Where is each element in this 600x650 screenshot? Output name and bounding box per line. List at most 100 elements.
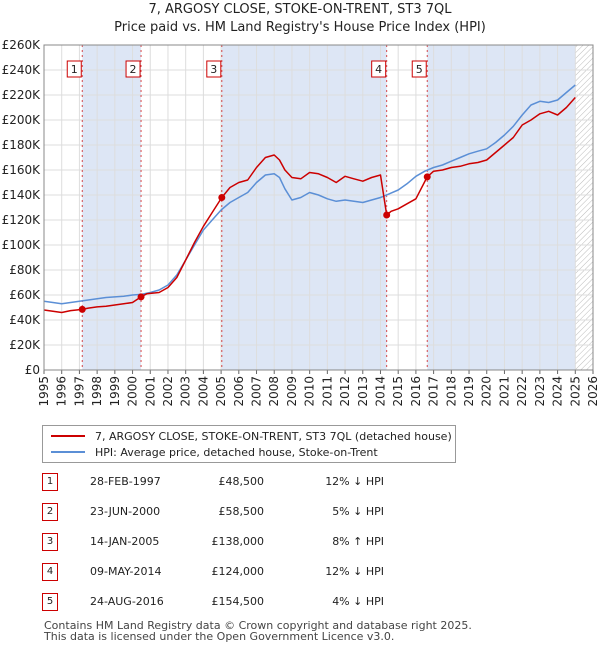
y-tick-label: £240K — [2, 63, 42, 77]
shaded-band — [427, 45, 576, 370]
x-tick-label: 2025 — [568, 376, 582, 407]
x-tick-label: 2017 — [427, 376, 441, 407]
shaded-band — [221, 45, 387, 370]
y-tick-label: £40K — [9, 313, 41, 327]
sale-number-box — [66, 60, 82, 78]
x-tick-label: 2013 — [356, 376, 370, 407]
x-tick-label: 2005 — [214, 376, 228, 407]
x-tick-label: 2002 — [161, 376, 175, 407]
sale-point — [78, 305, 86, 313]
table-row: 1 28-FEB-1997 £48,500 12% ↓ HPI — [42, 473, 402, 491]
legend-swatch-hpi — [51, 451, 85, 453]
sale-hpi-diff: 12% ↓ HPI — [325, 475, 384, 488]
sale-price: £124,000 — [211, 565, 265, 578]
sale-number-box — [206, 60, 222, 78]
y-tick-label: £160K — [2, 163, 42, 177]
sale-date: 24-AUG-2016 — [90, 595, 164, 608]
x-tick-label: 2026 — [586, 376, 600, 407]
shaded-band — [82, 45, 142, 370]
x-tick-label: 2008 — [267, 376, 281, 407]
y-tick-label: £0 — [25, 363, 40, 377]
x-tick-label: 2003 — [179, 376, 193, 407]
x-tick-label: 2000 — [126, 376, 140, 407]
sale-point — [423, 173, 431, 181]
table-row: 5 24-AUG-2016 £154,500 4% ↓ HPI — [42, 593, 402, 611]
sale-date: 23-JUN-2000 — [90, 505, 161, 518]
x-tick-label: 2010 — [303, 376, 317, 407]
sale-point — [218, 194, 226, 201]
x-tick-label: 2014 — [373, 376, 387, 407]
x-tick-label: 2016 — [409, 376, 423, 407]
hpi-line — [43, 84, 576, 305]
x-tick-label: 2009 — [285, 376, 299, 407]
x-tick-label: 2022 — [515, 376, 529, 407]
x-tick-label: 1998 — [90, 376, 104, 407]
sale-date: 28-FEB-1997 — [90, 475, 161, 488]
x-tick-label: 1995 — [37, 376, 51, 407]
x-tick-label: 2024 — [551, 376, 565, 407]
sale-number-box — [371, 60, 387, 78]
x-tick-label: 2004 — [196, 376, 210, 407]
sale-date: 14-JAN-2005 — [90, 535, 160, 548]
table-row: 3 14-JAN-2005 £138,000 8% ↑ HPI — [42, 533, 402, 551]
sale-number-box — [125, 60, 141, 78]
y-tick-label: £20K — [9, 338, 41, 352]
sale-number-label: 4 — [375, 63, 382, 76]
footer: Contains HM Land Registry data © Crown c… — [44, 620, 472, 642]
legend-item-price: 7, ARGOSY CLOSE, STOKE-ON-TRENT, ST3 7QL… — [51, 428, 452, 444]
y-tick-label: £200K — [2, 113, 42, 127]
table-row: 4 09-MAY-2014 £124,000 12% ↓ HPI — [42, 563, 402, 581]
sale-number-badge: 2 — [42, 503, 58, 521]
x-tick-label: 2001 — [143, 376, 157, 407]
footer-copyright: Contains HM Land Registry data © Crown c… — [44, 619, 472, 632]
y-tick-label: £180K — [2, 138, 42, 152]
x-tick-label: 2011 — [320, 376, 334, 407]
sale-date: 09-MAY-2014 — [90, 565, 162, 578]
sale-number-label: 5 — [416, 63, 423, 76]
sale-number-badge: 1 — [42, 473, 58, 491]
sale-number-label: 2 — [130, 63, 137, 76]
sale-number-label: 3 — [210, 63, 217, 76]
legend-label-hpi: HPI: Average price, detached house, Stok… — [95, 445, 378, 459]
x-tick-label: 2007 — [250, 376, 264, 407]
price-chart: £0 £20K £40K £60K £80K £100K £120K £140K £160K £1… — [2, 38, 600, 407]
footer-license: This data is licensed under the Open Gov… — [44, 630, 395, 643]
y-tick-label: £120K — [2, 213, 42, 227]
legend-swatch-price — [51, 435, 85, 437]
table-row: 2 23-JUN-2000 £58,500 5% ↓ HPI — [42, 503, 402, 521]
sale-point — [383, 211, 391, 219]
sale-hpi-diff: 4% ↓ HPI — [332, 595, 384, 608]
plot-frame — [43, 44, 594, 371]
y-tick-label: £140K — [2, 188, 42, 202]
x-tick-label: 2006 — [232, 376, 246, 407]
x-tick-label: 1997 — [72, 376, 86, 407]
x-tick-label: 2015 — [391, 376, 405, 407]
sale-hpi-diff: 12% ↓ HPI — [325, 565, 384, 578]
x-tick-label: 1999 — [108, 376, 122, 407]
sale-number-badge: 4 — [42, 563, 58, 581]
x-tick-label: 2021 — [497, 376, 511, 407]
x-tick-label: 2018 — [444, 376, 458, 407]
y-tick-label: £60K — [9, 288, 41, 302]
x-tick-label: 2023 — [533, 376, 547, 407]
sale-number-badge: 5 — [42, 593, 58, 611]
y-tick-label: £100K — [2, 238, 42, 252]
x-tick-label: 1996 — [55, 376, 69, 407]
x-tick-label: 2012 — [338, 376, 352, 407]
chart-subtitle: Price paid vs. HM Land Registry's House … — [114, 20, 486, 35]
forecast-hatch — [575, 45, 593, 370]
sale-number-box — [411, 60, 427, 78]
x-tick-label: 2019 — [462, 376, 476, 407]
sale-number-label: 1 — [71, 63, 78, 76]
sale-hpi-diff: 8% ↑ HPI — [332, 535, 384, 548]
y-tick-label: £260K — [2, 38, 42, 52]
price-paid-line — [43, 97, 576, 314]
y-tick-label: £220K — [2, 88, 42, 102]
sale-price: £154,500 — [211, 595, 265, 608]
sale-price: £58,500 — [218, 505, 265, 518]
sale-hpi-diff: 5% ↓ HPI — [332, 505, 384, 518]
legend-label-price: 7, ARGOSY CLOSE, STOKE-ON-TRENT, ST3 7QL… — [95, 429, 452, 443]
y-tick-label: £80K — [9, 263, 41, 277]
sale-price: £138,000 — [211, 535, 265, 548]
legend: 7, ARGOSY CLOSE, STOKE-ON-TRENT, ST3 7QL… — [42, 425, 456, 463]
